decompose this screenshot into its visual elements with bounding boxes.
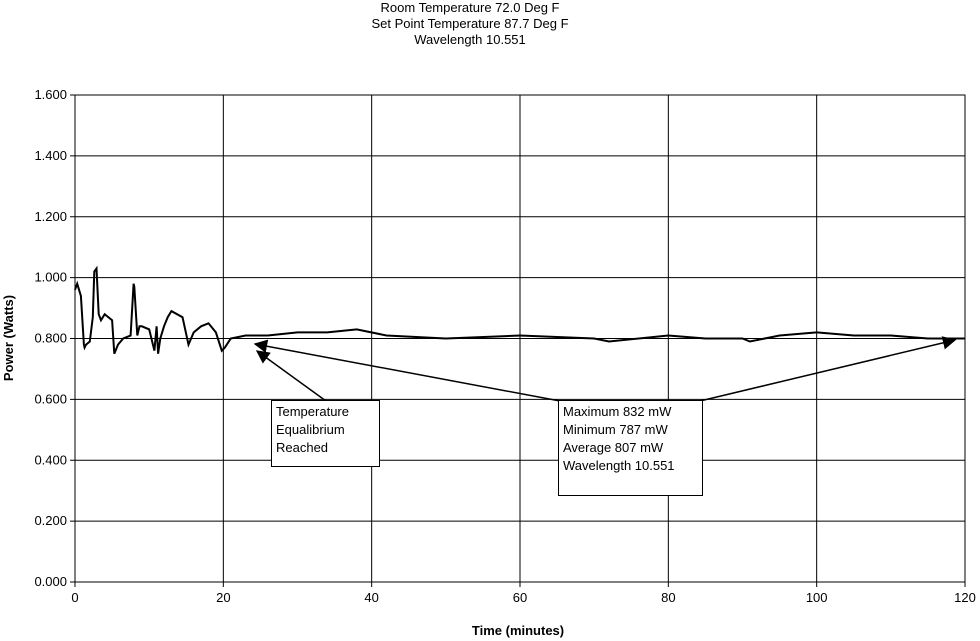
annotation-line: Maximum 832 mW — [563, 404, 672, 419]
x-tick-label: 40 — [364, 590, 378, 605]
chart-title-line-3: Wavelength 10.551 — [414, 32, 526, 47]
x-tick-label: 60 — [513, 590, 527, 605]
annotation-statistics: Maximum 832 mW Minimum 787 mW Average 80… — [558, 400, 703, 496]
y-tick-label: 0.600 — [34, 391, 67, 406]
chart-title-line-1: Room Temperature 72.0 Deg F — [380, 0, 560, 15]
annotation-line: Minimum 787 mW — [563, 422, 668, 437]
annotation-line: Temperature — [276, 404, 349, 419]
x-axis-title: Time (minutes) — [472, 623, 564, 638]
x-tick-label: 0 — [71, 590, 78, 605]
y-tick-label: 1.200 — [34, 209, 67, 224]
y-tick-label: 1.400 — [34, 148, 67, 163]
y-tick-label: 1.600 — [34, 87, 67, 102]
y-tick-label: 1.000 — [34, 270, 67, 285]
chart-title-line-2: Set Point Temperature 87.7 Deg F — [371, 16, 569, 31]
y-tick-label: 0.000 — [34, 574, 67, 589]
y-tick-label: 0.800 — [34, 331, 67, 346]
x-tick-label: 80 — [661, 590, 675, 605]
y-tick-label: 0.200 — [34, 513, 67, 528]
annotation-line: Average 807 mW — [563, 440, 664, 455]
x-tick-label: 120 — [954, 590, 976, 605]
gridlines — [74, 94, 966, 583]
arrow-stats-right — [699, 336, 957, 402]
y-axis-ticks: 0.000 0.200 0.400 0.600 0.800 1.000 1.200 1.400… — [34, 87, 75, 589]
annotation-equilibrium: Temperature Equalibrium Reached — [271, 400, 380, 467]
y-axis-title: Power (Watts) — [1, 295, 16, 381]
x-axis-ticks: 0 20 40 60 80 100 120 — [71, 582, 976, 605]
arrow-equilibrium — [255, 350, 327, 402]
annotation-line: Equalibrium — [276, 422, 345, 437]
x-tick-label: 100 — [806, 590, 828, 605]
annotation-line: Reached — [276, 440, 329, 455]
arrow-stats-left — [253, 339, 561, 402]
y-tick-label: 0.400 — [34, 452, 67, 467]
x-tick-label: 20 — [216, 590, 230, 605]
annotation-arrows — [253, 336, 957, 402]
series-line-power — [74, 265, 965, 355]
annotation-line: Wavelength 10.551 — [563, 458, 675, 473]
